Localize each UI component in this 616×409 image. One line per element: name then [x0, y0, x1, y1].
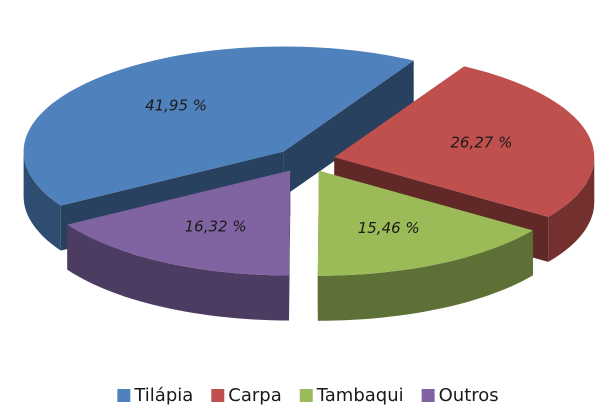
legend-swatch: [211, 389, 225, 402]
slice-side: [23, 151, 61, 251]
legend-swatch: [421, 389, 435, 402]
slice: [334, 66, 595, 217]
legend-label: Tambaqui: [316, 385, 404, 406]
slice-face: [283, 60, 414, 197]
slice: [67, 170, 291, 276]
legend-label: Outros: [439, 385, 499, 406]
slice: [23, 46, 414, 206]
legend-label: Carpa: [228, 385, 281, 406]
data-label: 26,27 %: [450, 134, 512, 152]
slice-side: [67, 224, 289, 321]
legend-swatch: [299, 389, 313, 402]
data-label: 16,32 %: [185, 218, 247, 236]
legend-swatch: [117, 389, 131, 402]
slice-side: [317, 230, 533, 321]
slice-side: [548, 157, 595, 262]
slice: [317, 170, 533, 276]
data-label: 41,95 %: [145, 96, 207, 114]
legend-label: Tilápia: [133, 385, 193, 406]
data-label: 15,46 %: [358, 219, 420, 237]
